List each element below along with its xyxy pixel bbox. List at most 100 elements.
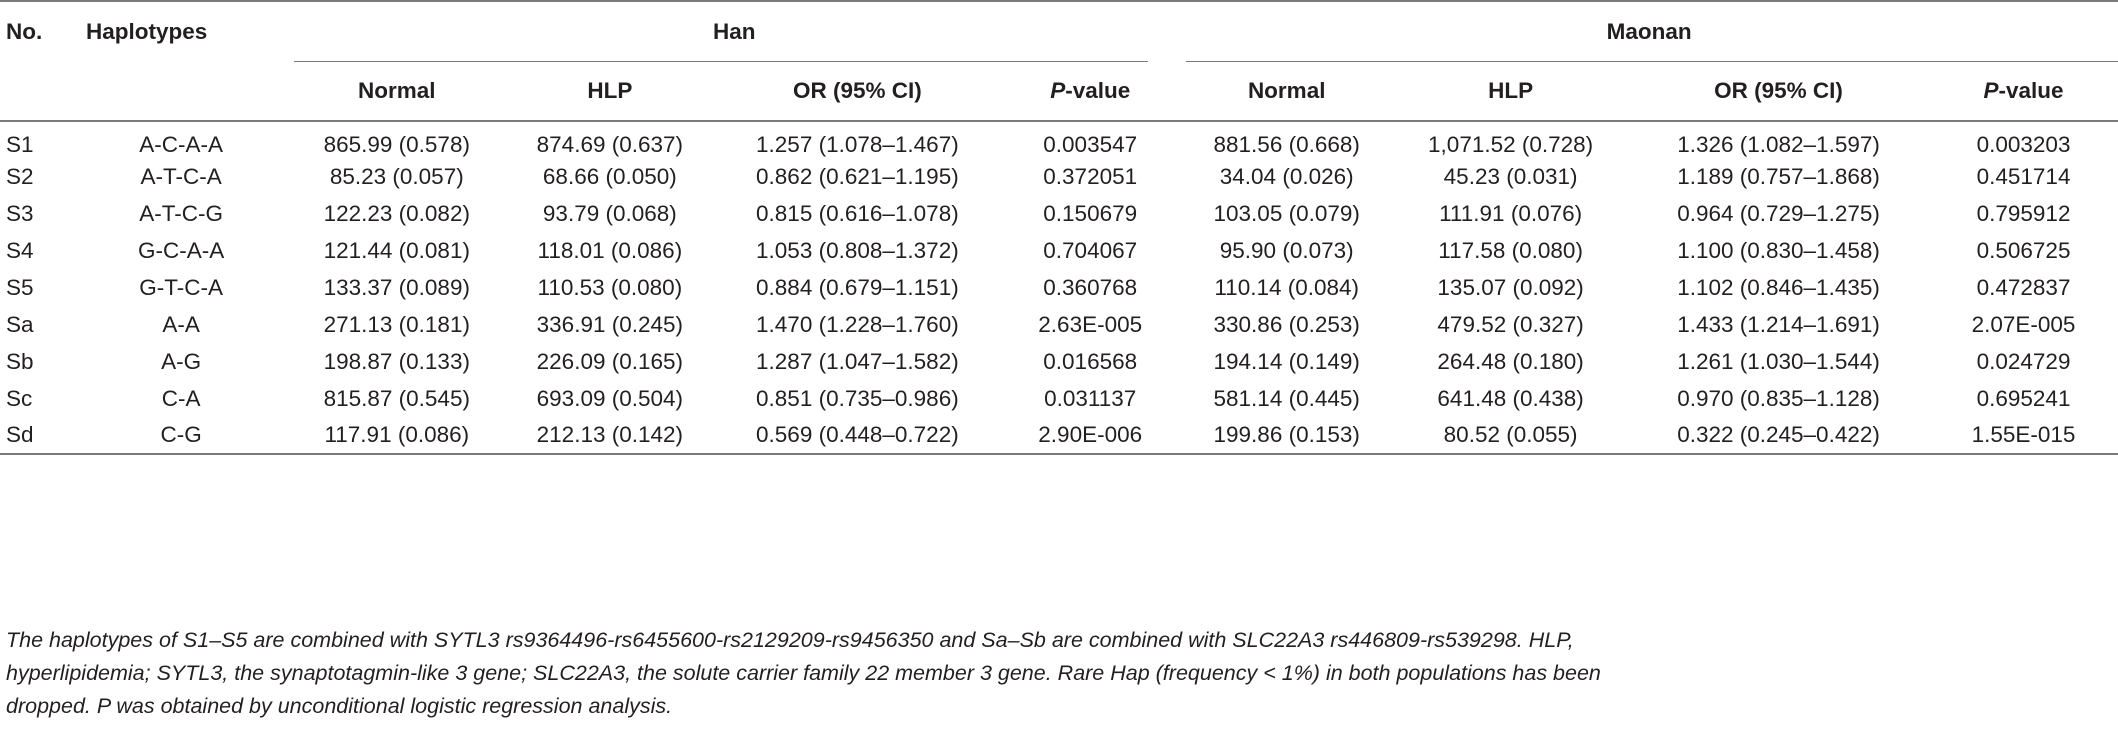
footnote-line-2: hyperlipidemia; SYTL3, the synaptotagmin… xyxy=(6,661,1601,685)
cell-han-or: 1.257 (1.078–1.467) xyxy=(756,132,959,157)
cell-han-pvalue: 0.360768 xyxy=(1043,274,1138,300)
cell-haplotype: C-A xyxy=(161,385,201,411)
cell-han-hlp: 693.09 (0.504) xyxy=(536,385,684,411)
cell-maonan-hlp: 45.23 (0.031) xyxy=(1443,163,1578,189)
cell-han-or: 1.287 (1.047–1.582) xyxy=(756,348,959,374)
cell-no: Sb xyxy=(6,348,34,374)
cell-han-or: 0.569 (0.448–0.722) xyxy=(756,422,959,447)
cell-han-hlp: 874.69 (0.637) xyxy=(536,132,684,157)
header-row-groups: No. Haplotypes Han Maonan xyxy=(0,1,2118,62)
cell-han-or: 0.815 (0.616–1.078) xyxy=(756,200,959,226)
cell-maonan-or: 1.189 (0.757–1.868) xyxy=(1677,163,1880,189)
table-row: Sa A-A 271.13 (0.181) 336.91 (0.245) 1.470 (… xyxy=(0,306,2118,343)
table-row: Sc C-A 815.87 (0.545) 693.09 (0.504) 0.851 (… xyxy=(0,380,2118,417)
header-maonan-pvalue: P-value xyxy=(1983,77,2064,103)
cell-han-pvalue: 0.372051 xyxy=(1043,163,1138,189)
cell-maonan-normal: 110.14 (0.084) xyxy=(1214,274,1360,300)
cell-maonan-normal: 330.86 (0.253) xyxy=(1213,311,1360,337)
header-haplotypes: Haplotypes xyxy=(86,18,208,44)
header-row-columns: Normal HLP OR (95% CI) P-value Normal HL… xyxy=(0,61,2118,121)
cell-haplotype: A-T-C-A xyxy=(140,163,222,189)
cell-maonan-hlp: 80.52 (0.055) xyxy=(1443,422,1578,447)
cell-maonan-pvalue: 0.695241 xyxy=(1976,385,2071,411)
cell-han-normal: 271.13 (0.181) xyxy=(323,311,470,337)
table-body: S1 A-C-A-A 865.99 (0.578) 874.69 (0.637) 1.2… xyxy=(0,121,2118,454)
header-group-han: Han xyxy=(288,1,1180,62)
cell-haplotype: A-T-C-G xyxy=(139,200,224,226)
cell-maonan-pvalue: 0.472837 xyxy=(1976,274,2071,300)
header-han-normal: Normal xyxy=(358,77,436,103)
cell-han-normal: 85.23 (0.057) xyxy=(329,163,464,189)
cell-maonan-hlp: 641.48 (0.438) xyxy=(1437,385,1584,411)
cell-han-hlp: 336.91 (0.245) xyxy=(536,311,684,337)
cell-haplotype: G-T-C-A xyxy=(139,274,224,300)
table-row: S1 A-C-A-A 865.99 (0.578) 874.69 (0.637) 1.2… xyxy=(0,121,2118,158)
header-han-hlp: HLP xyxy=(587,77,633,103)
table-row: S4 G-C-A-A 121.44 (0.081) 118.01 (0.086) 1.0… xyxy=(0,232,2118,269)
cell-no: Sa xyxy=(6,311,34,337)
header-han-or: OR (95% CI) xyxy=(792,77,922,103)
table-row: S5 G-T-C-A 133.37 (0.089) 110.53 (0.080) 0.8… xyxy=(0,269,2118,306)
cell-maonan-hlp: 135.07 (0.092) xyxy=(1437,274,1584,300)
cell-maonan-or: 1.100 (0.830–1.458) xyxy=(1677,237,1880,263)
cell-han-pvalue: 2.63E-005 xyxy=(1038,311,1143,337)
cell-haplotype: A-A xyxy=(162,311,200,337)
cell-maonan-or: 1.102 (0.846–1.435) xyxy=(1677,274,1880,300)
cell-maonan-hlp: 1,071.52 (0.728) xyxy=(1428,132,1594,157)
header-no: No. xyxy=(6,18,43,44)
cell-no: S5 xyxy=(6,274,34,300)
cell-maonan-pvalue: 2.07E-005 xyxy=(1971,311,2076,337)
cell-maonan-hlp: 479.52 (0.327) xyxy=(1437,311,1584,337)
cell-maonan-pvalue: 0.451714 xyxy=(1976,163,2071,189)
cell-han-hlp: 93.79 (0.068) xyxy=(542,200,677,226)
cell-maonan-pvalue: 0.003203 xyxy=(1976,132,2071,157)
cell-han-or: 1.470 (1.228–1.760) xyxy=(756,311,959,337)
cell-no: S3 xyxy=(6,200,34,226)
cell-han-hlp: 118.01 (0.086) xyxy=(537,237,683,263)
cell-no: S2 xyxy=(6,163,34,189)
cell-han-pvalue: 2.90E-006 xyxy=(1038,422,1143,447)
header-maonan-normal: Normal xyxy=(1247,77,1326,103)
haplotype-table: No. Haplotypes Han Maonan Normal HLP OR … xyxy=(0,1,2118,454)
footnote-line-3: dropped. P was obtained by unconditional… xyxy=(6,694,673,718)
cell-haplotype: G-C-A-A xyxy=(138,237,225,263)
cell-han-hlp: 212.13 (0.142) xyxy=(536,422,684,447)
cell-maonan-pvalue: 1.55E-015 xyxy=(1971,422,2076,447)
cell-maonan-normal: 581.14 (0.445) xyxy=(1213,385,1360,411)
header-han-pvalue: P-value xyxy=(1050,77,1131,103)
cell-maonan-hlp: 111.91 (0.076) xyxy=(1439,200,1583,226)
table-row: Sb A-G 198.87 (0.133) 226.09 (0.165) 1.287 (… xyxy=(0,343,2118,380)
cell-maonan-normal: 199.86 (0.153) xyxy=(1213,422,1360,447)
cell-no: Sc xyxy=(6,385,33,411)
table-row: S3 A-T-C-G 122.23 (0.082) 93.79 (0.068) 0.81… xyxy=(0,195,2118,232)
header-group-maonan: Maonan xyxy=(1180,1,2118,62)
cell-no: Sd xyxy=(6,422,34,447)
cell-maonan-or: 1.261 (1.030–1.544) xyxy=(1677,348,1880,374)
cell-han-normal: 117.91 (0.086) xyxy=(324,422,470,447)
header-han-label: Han xyxy=(713,18,756,44)
header-maonan-label: Maonan xyxy=(1606,18,1692,44)
cell-maonan-or: 1.433 (1.214–1.691) xyxy=(1677,311,1880,337)
table-row: Sd C-G 117.91 (0.086) 212.13 (0.142) 0.569 (… xyxy=(0,417,2118,454)
cell-no: S4 xyxy=(6,237,34,263)
table-footnote: The haplotypes of S1–S5 are combined wit… xyxy=(6,624,2106,723)
cell-maonan-hlp: 264.48 (0.180) xyxy=(1437,348,1584,374)
cell-maonan-or: 0.970 (0.835–1.128) xyxy=(1677,385,1880,411)
han-underline xyxy=(294,61,1149,62)
cell-han-or: 0.862 (0.621–1.195) xyxy=(756,163,959,189)
cell-han-or: 0.884 (0.679–1.151) xyxy=(756,274,959,300)
cell-maonan-or: 0.322 (0.245–0.422) xyxy=(1677,422,1880,447)
header-maonan-or: OR (95% CI) xyxy=(1714,77,1843,103)
cell-maonan-normal: 881.56 (0.668) xyxy=(1213,132,1360,157)
cell-maonan-normal: 34.04 (0.026) xyxy=(1219,163,1354,189)
cell-han-normal: 198.87 (0.133) xyxy=(323,348,470,374)
cell-han-pvalue: 0.704067 xyxy=(1043,237,1138,263)
cell-han-normal: 122.23 (0.082) xyxy=(323,200,470,226)
footnote-line-1: The haplotypes of S1–S5 are combined wit… xyxy=(6,628,1574,652)
cell-no: S1 xyxy=(6,132,34,157)
header-blank-1 xyxy=(0,61,74,121)
cell-maonan-normal: 194.14 (0.149) xyxy=(1213,348,1360,374)
cell-han-hlp: 68.66 (0.050) xyxy=(542,163,677,189)
cell-han-normal: 815.87 (0.545) xyxy=(323,385,470,411)
cell-han-pvalue: 0.016568 xyxy=(1043,348,1138,374)
